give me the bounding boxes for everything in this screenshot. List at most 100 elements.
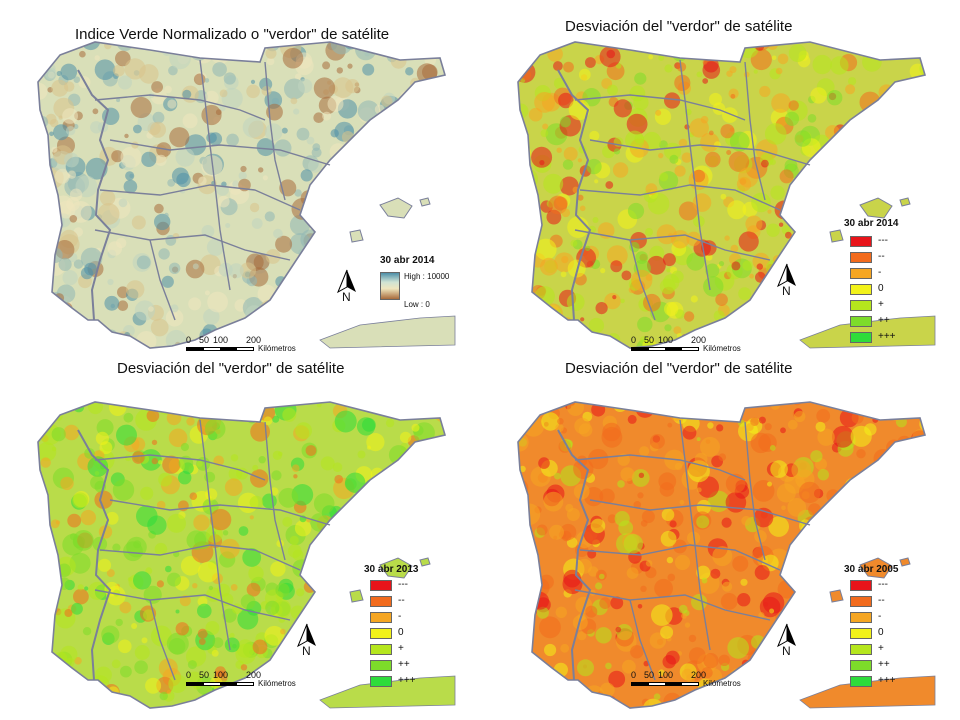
legend-class-label: --- xyxy=(398,579,408,590)
legend-low-label: Low : 0 xyxy=(404,300,430,309)
legend-class-label: 0 xyxy=(398,627,404,638)
legend-swatch xyxy=(370,676,392,687)
legend-swatch xyxy=(850,612,872,623)
legend-class-label: -- xyxy=(878,251,885,262)
legend-class-label: --- xyxy=(878,235,888,246)
north-arrow-icon: N xyxy=(292,622,322,658)
legend-swatch xyxy=(850,268,872,279)
scale-tick-label: 0 xyxy=(631,335,637,345)
scale-unit: Kilómetros xyxy=(258,344,296,353)
legend-swatch xyxy=(850,676,872,687)
north-arrow-icon: N xyxy=(772,622,802,658)
legend-class-label: ++ xyxy=(878,659,890,670)
scale-tick-label: 100 xyxy=(213,335,229,345)
iberian-peninsula-map xyxy=(517,41,936,349)
legend-date: 30 abr 2014 xyxy=(380,255,435,266)
scale-bar: 0 50 100 200 Kilómetros xyxy=(631,670,741,694)
region-boundaries xyxy=(557,419,811,681)
iberian-peninsula-map xyxy=(517,401,936,709)
legend-class-label: +++ xyxy=(878,331,896,342)
legend-swatch xyxy=(370,612,392,623)
scale-tick-label: 200 xyxy=(246,670,262,680)
north-label: N xyxy=(342,290,351,304)
north-label: N xyxy=(782,284,791,298)
scale-tick-label: 100 xyxy=(658,670,674,680)
legend-class-label: 0 xyxy=(878,627,884,638)
legend-swatch xyxy=(850,284,872,295)
legend-swatch xyxy=(850,252,872,263)
legend-class-label: - xyxy=(878,267,882,278)
balearic-islands xyxy=(829,557,911,603)
scale-tick-label: 0 xyxy=(631,670,637,680)
legend-class-label: + xyxy=(878,643,884,654)
coastline xyxy=(517,41,927,349)
scale-tick-label: 0 xyxy=(186,670,192,680)
legend-date: 30 abr 2014 xyxy=(844,218,899,229)
legend-class-label: - xyxy=(878,611,882,622)
map-title: Indice Verde Normalizado o "verdor" de s… xyxy=(75,26,390,43)
map-title: Desviación del "verdor" de satélite xyxy=(565,360,793,377)
legend-class-label: -- xyxy=(878,595,885,606)
legend-swatch xyxy=(850,332,872,343)
legend-swatch xyxy=(850,660,872,671)
north-arrow-icon: N xyxy=(332,268,362,304)
iberian-peninsula-map xyxy=(37,41,456,349)
coastline xyxy=(517,401,927,709)
region-boundaries xyxy=(77,59,331,321)
legend-swatch xyxy=(370,596,392,607)
region-boundaries xyxy=(77,419,331,681)
scale-bar: 0 50 100 200 Kilómetros xyxy=(186,335,296,359)
iberian-peninsula-map xyxy=(37,401,456,709)
map-panel-deviation-2013: Desviación del "verdor" de satélite 30 ab… xyxy=(0,360,480,720)
legend-class-label: -- xyxy=(398,595,405,606)
legend-class-label: ++ xyxy=(398,659,410,670)
scale-bar: 0 50 100 200 Kilómetros xyxy=(631,335,741,359)
scale-tick-label: 0 xyxy=(186,335,192,345)
legend-class-label: ++ xyxy=(878,315,890,326)
north-arrow-icon: N xyxy=(772,262,802,298)
scale-tick-label: 100 xyxy=(213,670,229,680)
north-africa-coast xyxy=(319,675,456,709)
legend-swatch xyxy=(370,660,392,671)
legend-class-label: +++ xyxy=(398,675,416,686)
scale-tick-label: 50 xyxy=(199,335,210,345)
scale-tick-label: 50 xyxy=(644,670,655,680)
balearic-islands xyxy=(829,197,911,243)
region-boundaries xyxy=(557,59,811,321)
north-label: N xyxy=(302,644,311,658)
legend-high-label: High : 10000 xyxy=(404,272,450,281)
map-title: Desviación del "verdor" de satélite xyxy=(565,18,793,35)
legend-class-label: + xyxy=(878,299,884,310)
north-africa-coast xyxy=(319,315,456,349)
legend-swatch xyxy=(850,644,872,655)
scale-tick-label: 50 xyxy=(199,670,210,680)
legend-swatch xyxy=(850,596,872,607)
scale-unit: Kilómetros xyxy=(258,679,296,688)
coastline xyxy=(37,41,447,349)
scale-tick-label: 100 xyxy=(658,335,674,345)
scale-unit: Kilómetros xyxy=(703,679,741,688)
legend-swatch xyxy=(850,236,872,247)
scale-tick-label: 200 xyxy=(691,670,707,680)
legend-swatch xyxy=(850,316,872,327)
legend-class-label: 0 xyxy=(878,283,884,294)
legend-swatch xyxy=(850,628,872,639)
legend-swatch xyxy=(370,628,392,639)
legend-class-label: --- xyxy=(878,579,888,590)
ndvi-gradient-swatch xyxy=(380,272,400,300)
legend-date: 30 abr 2005 xyxy=(844,564,899,575)
map-panel-ndvi-2014: Indice Verde Normalizado o "verdor" de s… xyxy=(0,0,480,360)
scale-tick-label: 200 xyxy=(246,335,262,345)
map-title: Desviación del "verdor" de satélite xyxy=(117,360,345,377)
legend-class-label: +++ xyxy=(878,675,896,686)
scale-bar: 0 50 100 200 Kilómetros xyxy=(186,670,296,694)
scale-unit: Kilómetros xyxy=(703,344,741,353)
map-panel-deviation-2014: Desviación del "verdor" de satélite 30 ab… xyxy=(480,0,960,360)
north-africa-coast xyxy=(799,675,936,709)
legend-class-label: + xyxy=(398,643,404,654)
legend-date: 30 abr 2013 xyxy=(364,564,419,575)
scale-tick-label: 200 xyxy=(691,335,707,345)
balearic-islands xyxy=(349,197,431,243)
map-panel-deviation-2005: Desviación del "verdor" de satélite 30 ab… xyxy=(480,360,960,720)
legend-swatch xyxy=(370,644,392,655)
